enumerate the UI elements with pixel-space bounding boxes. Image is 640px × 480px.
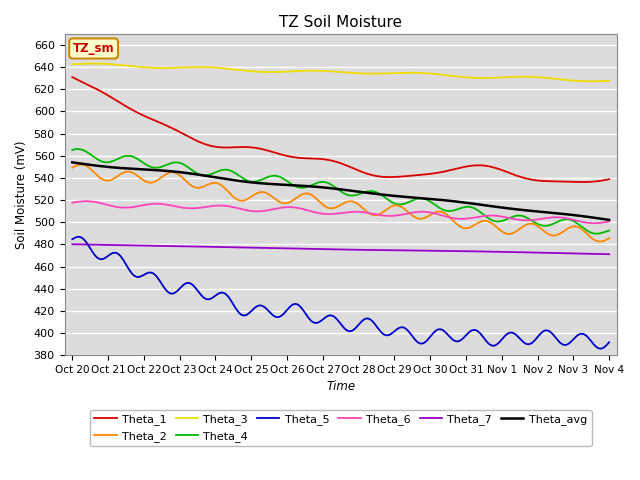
Theta_5 bbox=[596, 346, 604, 351]
Line: Theta_4: Theta_4 bbox=[72, 149, 609, 234]
Theta_2 bbox=[224, 189, 232, 194]
Theta_6 bbox=[516, 217, 524, 223]
Theta_2 bbox=[68, 165, 76, 170]
Theta_7 bbox=[513, 249, 521, 255]
Y-axis label: Soil Moisture (mV): Soil Moisture (mV) bbox=[15, 140, 28, 249]
Theta_2 bbox=[515, 227, 523, 232]
Theta_1 bbox=[162, 122, 170, 128]
Theta_3 bbox=[163, 65, 171, 71]
Theta_5 bbox=[75, 234, 83, 240]
Theta_avg bbox=[68, 159, 76, 165]
Line: Theta_2: Theta_2 bbox=[72, 165, 609, 241]
Theta_avg bbox=[605, 217, 613, 223]
Title: TZ Soil Moisture: TZ Soil Moisture bbox=[279, 15, 402, 30]
Theta_7 bbox=[483, 249, 490, 254]
Theta_3 bbox=[515, 74, 523, 80]
Theta_4 bbox=[73, 146, 81, 152]
Theta_7 bbox=[68, 241, 76, 247]
Theta_7 bbox=[162, 243, 170, 249]
Theta_3 bbox=[556, 76, 563, 82]
Theta_4 bbox=[484, 215, 492, 221]
Theta_4 bbox=[516, 213, 524, 218]
Theta_2 bbox=[484, 218, 492, 224]
Theta_4 bbox=[556, 218, 563, 224]
Theta_avg bbox=[513, 206, 521, 212]
Theta_7 bbox=[223, 244, 230, 250]
Theta_5 bbox=[68, 236, 76, 242]
Theta_4 bbox=[593, 231, 600, 237]
Theta_2 bbox=[596, 239, 604, 244]
Theta_1 bbox=[554, 179, 562, 184]
Theta_1 bbox=[483, 163, 490, 169]
Theta_4 bbox=[224, 167, 232, 173]
X-axis label: Time: Time bbox=[326, 381, 355, 394]
Theta_5 bbox=[556, 339, 563, 345]
Theta_3 bbox=[484, 75, 492, 81]
Theta_6 bbox=[589, 220, 597, 226]
Theta_1 bbox=[513, 173, 521, 179]
Theta_1 bbox=[579, 179, 586, 185]
Theta_5 bbox=[224, 293, 232, 299]
Theta_4 bbox=[68, 147, 76, 153]
Line: Theta_1: Theta_1 bbox=[72, 77, 609, 182]
Theta_2 bbox=[556, 231, 563, 237]
Theta_7 bbox=[554, 250, 562, 256]
Theta_avg bbox=[162, 168, 170, 174]
Theta_3 bbox=[588, 78, 596, 84]
Line: Theta_avg: Theta_avg bbox=[72, 162, 609, 220]
Theta_6 bbox=[605, 219, 613, 225]
Theta_5 bbox=[163, 288, 171, 294]
Line: Theta_6: Theta_6 bbox=[72, 201, 609, 223]
Theta_3 bbox=[68, 61, 76, 67]
Theta_6 bbox=[163, 202, 171, 208]
Line: Theta_7: Theta_7 bbox=[72, 244, 609, 254]
Theta_3 bbox=[605, 78, 613, 84]
Theta_7 bbox=[605, 252, 613, 257]
Theta_6 bbox=[515, 217, 523, 223]
Theta_2 bbox=[516, 226, 524, 231]
Theta_avg bbox=[223, 176, 230, 182]
Theta_6 bbox=[83, 198, 90, 204]
Theta_avg bbox=[515, 207, 523, 213]
Theta_4 bbox=[605, 228, 613, 233]
Theta_1 bbox=[223, 144, 230, 150]
Theta_5 bbox=[515, 335, 523, 340]
Theta_3 bbox=[224, 66, 232, 72]
Theta_6 bbox=[556, 215, 563, 220]
Theta_1 bbox=[515, 173, 523, 179]
Legend: Theta_1, Theta_2, Theta_3, Theta_4, Theta_5, Theta_6, Theta_7, Theta_avg: Theta_1, Theta_2, Theta_3, Theta_4, Thet… bbox=[90, 410, 591, 446]
Theta_avg bbox=[483, 203, 490, 208]
Text: TZ_sm: TZ_sm bbox=[73, 42, 115, 55]
Theta_1 bbox=[605, 176, 613, 182]
Theta_avg bbox=[554, 211, 562, 216]
Theta_5 bbox=[516, 336, 524, 342]
Theta_3 bbox=[90, 60, 98, 66]
Theta_7 bbox=[515, 249, 523, 255]
Theta_6 bbox=[68, 200, 76, 205]
Theta_2 bbox=[605, 235, 613, 241]
Theta_5 bbox=[484, 340, 492, 346]
Theta_6 bbox=[484, 213, 492, 218]
Theta_6 bbox=[224, 203, 232, 209]
Theta_3 bbox=[516, 74, 524, 80]
Theta_1 bbox=[68, 74, 76, 80]
Theta_4 bbox=[163, 162, 171, 168]
Line: Theta_3: Theta_3 bbox=[72, 63, 609, 81]
Theta_2 bbox=[78, 162, 86, 168]
Line: Theta_5: Theta_5 bbox=[72, 237, 609, 348]
Theta_5 bbox=[605, 339, 613, 345]
Theta_2 bbox=[163, 170, 171, 176]
Theta_4 bbox=[515, 213, 523, 218]
